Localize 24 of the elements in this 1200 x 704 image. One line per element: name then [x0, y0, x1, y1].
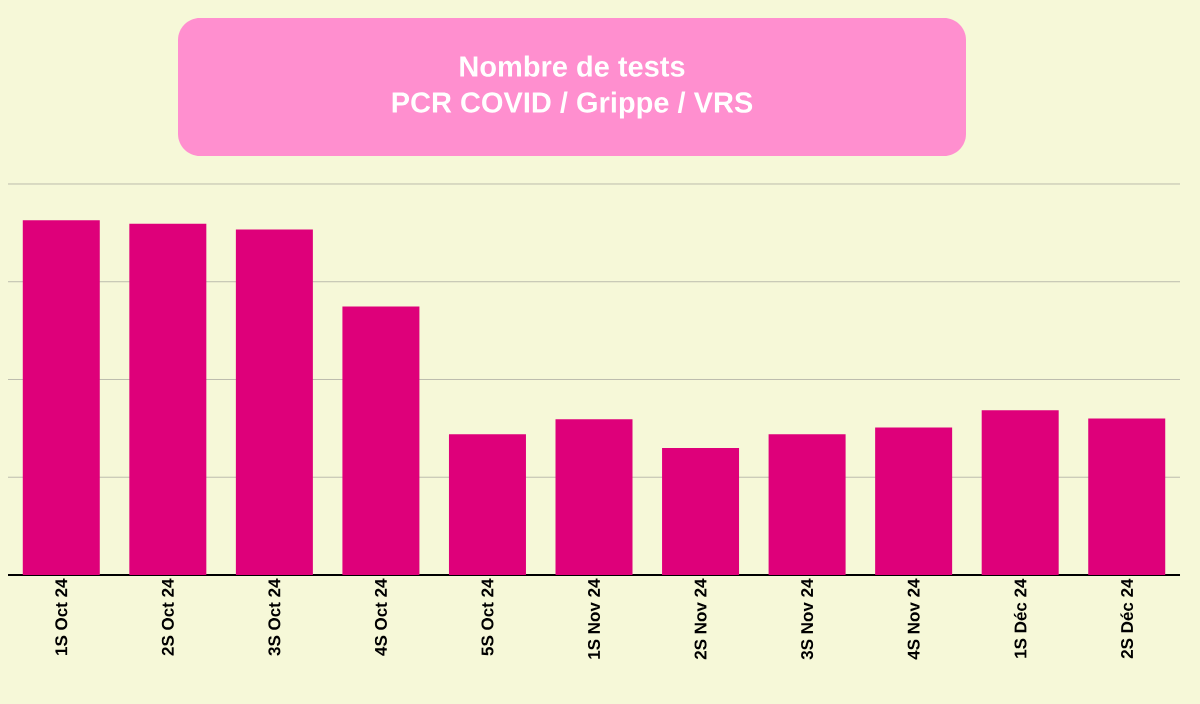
bar	[981, 410, 1059, 575]
chart-title: Nombre de tests	[460, 55, 685, 77]
bar	[22, 220, 100, 575]
bar	[875, 427, 953, 575]
bar	[555, 419, 633, 575]
bar	[448, 434, 526, 575]
bar	[768, 434, 846, 575]
x-tick-label: 1S Oct 24	[55, 578, 68, 655]
x-tick-label: 4S Nov 24	[907, 578, 920, 660]
bar	[1088, 418, 1166, 575]
x-tick-label: 1S Déc 24	[1013, 578, 1027, 658]
bar	[235, 229, 313, 575]
x-tick-label: 2S Nov 24	[694, 578, 707, 660]
x-tick-label: 2S Oct 24	[161, 578, 174, 656]
x-tick-label: 3S Nov 24	[801, 578, 814, 660]
bar	[129, 223, 207, 575]
chart-subtitle: PCR COVID / Grippe / VRS	[392, 91, 753, 119]
bar	[662, 447, 740, 575]
x-tick-label: 4S Oct 24	[374, 578, 387, 656]
x-tick-label: 3S Oct 24	[268, 578, 281, 656]
x-tick-label: 2S Déc 24	[1120, 578, 1134, 659]
x-tick-label: 5S Oct 24	[481, 578, 494, 656]
bar	[342, 306, 420, 575]
x-tick-label: 1S Nov 24	[587, 578, 601, 659]
